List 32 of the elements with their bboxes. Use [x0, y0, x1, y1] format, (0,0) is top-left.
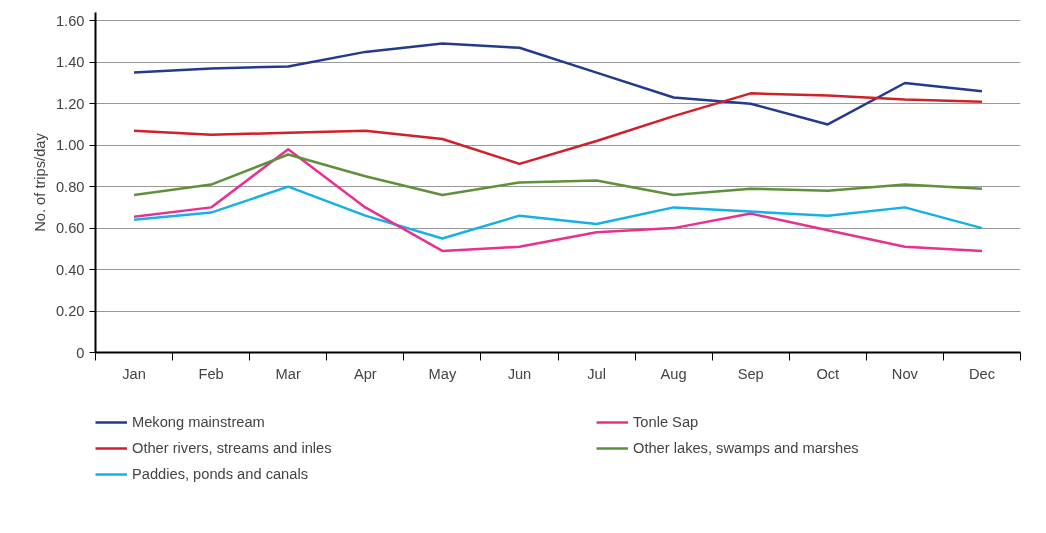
y-tick-label: 0.40: [55, 261, 85, 278]
x-tick-label: Feb: [198, 365, 224, 382]
y-axis-title: No. of trips/day: [31, 132, 48, 232]
legend-label: Other rivers, streams and inles: [132, 440, 333, 456]
x-tick-label: Aug: [660, 365, 687, 382]
y-tick-label: 0.20: [55, 303, 85, 320]
x-tick-label: Mar: [275, 365, 301, 382]
legend-label: Mekong mainstream: [132, 414, 266, 430]
x-tick-label: Dec: [968, 365, 995, 382]
line-series: [132, 153, 984, 197]
line-series: [132, 92, 984, 166]
x-tick-label: Nov: [891, 365, 919, 382]
x-tick-label: Apr: [353, 365, 377, 382]
line-series: [132, 42, 984, 126]
x-tick-label: Oct: [816, 365, 840, 382]
y-tick-label: 0: [76, 344, 85, 361]
y-tick-label: 1.40: [55, 54, 85, 71]
x-tick-label: Sep: [737, 365, 764, 382]
line-series: [132, 148, 984, 253]
x-tick-label: May: [428, 365, 457, 382]
legend-label: Other lakes, swamps and marshes: [633, 440, 860, 456]
y-tick-label: 1.00: [55, 137, 85, 154]
y-tick-label: 1.60: [55, 12, 85, 29]
x-tick-label: Jul: [587, 365, 606, 382]
legend-label: Paddies, ponds and canals: [132, 466, 309, 482]
y-tick-label: 1.20: [55, 95, 85, 112]
x-tick-label: Jan: [122, 365, 146, 382]
x-tick-label: Jun: [507, 365, 532, 382]
legend-label: Tonle Sap: [633, 414, 700, 430]
line-series: [132, 185, 984, 240]
y-tick-label: 0.60: [55, 220, 85, 237]
y-tick-label: 0.80: [55, 178, 85, 195]
